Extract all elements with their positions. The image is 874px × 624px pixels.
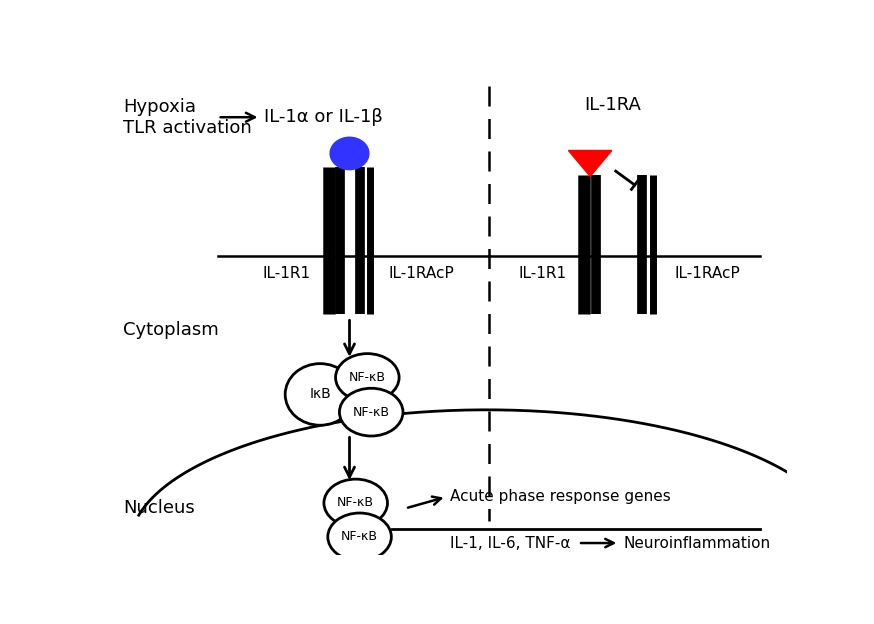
Text: NF-κB: NF-κB [353, 406, 390, 419]
Polygon shape [568, 150, 612, 177]
Text: IL-1, IL-6, TNF-α: IL-1, IL-6, TNF-α [450, 535, 571, 550]
Text: Acute phase response genes: Acute phase response genes [450, 489, 671, 504]
Ellipse shape [285, 364, 355, 425]
Ellipse shape [336, 354, 399, 401]
Text: IL-1RA: IL-1RA [585, 97, 642, 114]
Text: NF-κB: NF-κB [337, 497, 374, 510]
Text: Hypoxia
TLR activation: Hypoxia TLR activation [123, 98, 252, 137]
Ellipse shape [330, 137, 369, 170]
Text: IL-1R1: IL-1R1 [262, 266, 311, 281]
Text: IL-1RAcP: IL-1RAcP [388, 266, 454, 281]
Ellipse shape [324, 479, 387, 527]
Text: NF-κB: NF-κB [349, 371, 385, 384]
Text: Cytoplasm: Cytoplasm [123, 321, 219, 339]
Text: IL-1α or IL-1β: IL-1α or IL-1β [264, 108, 383, 126]
Ellipse shape [328, 513, 392, 561]
Ellipse shape [339, 388, 403, 436]
Text: IL-1R1: IL-1R1 [518, 266, 566, 281]
Text: IL-1RAcP: IL-1RAcP [675, 266, 741, 281]
Text: Neuroinflammation: Neuroinflammation [623, 535, 770, 550]
Text: NF-κB: NF-κB [341, 530, 378, 544]
Text: Nucleus: Nucleus [123, 499, 195, 517]
Text: IκB: IκB [309, 388, 331, 401]
